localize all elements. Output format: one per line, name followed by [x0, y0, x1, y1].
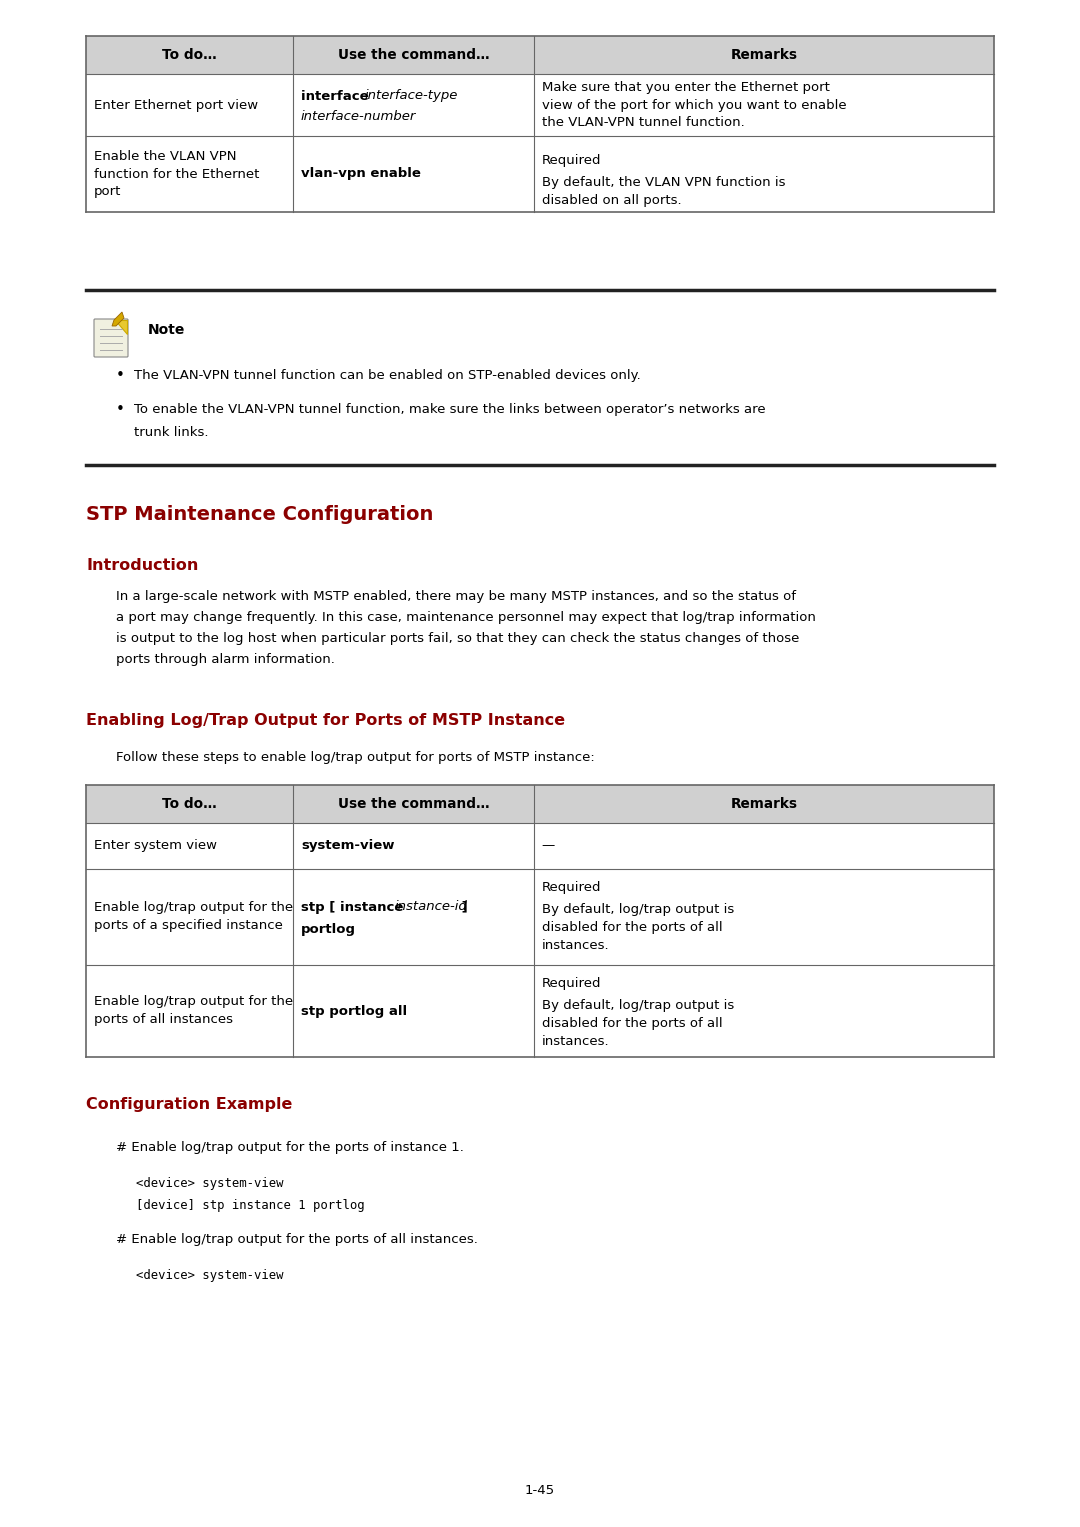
Text: ]: ] — [457, 901, 468, 913]
Text: By default, the VLAN VPN function is
disabled on all ports.: By default, the VLAN VPN function is dis… — [542, 176, 785, 208]
Text: Configuration Example: Configuration Example — [86, 1098, 293, 1113]
Text: —: — — [542, 840, 555, 852]
Text: To enable the VLAN-VPN tunnel function, make sure the links between operator’s n: To enable the VLAN-VPN tunnel function, … — [134, 403, 766, 417]
Text: Enter Ethernet port view: Enter Ethernet port view — [94, 99, 258, 111]
Text: portlog: portlog — [301, 922, 356, 936]
Text: To do…: To do… — [162, 797, 217, 811]
Text: In a large-scale network with MSTP enabled, there may be many MSTP instances, an: In a large-scale network with MSTP enabl… — [116, 589, 796, 603]
Text: interface-type: interface-type — [365, 90, 458, 102]
Text: Make sure that you enter the Ethernet port
view of the port for which you want t: Make sure that you enter the Ethernet po… — [542, 81, 847, 130]
Text: a port may change frequently. In this case, maintenance personnel may expect tha: a port may change frequently. In this ca… — [116, 611, 815, 625]
Text: Introduction: Introduction — [86, 557, 199, 573]
Text: By default, log/trap output is
disabled for the ports of all
instances.: By default, log/trap output is disabled … — [542, 902, 734, 951]
Text: Use the command…: Use the command… — [338, 47, 489, 63]
Text: vlan-vpn enable: vlan-vpn enable — [301, 168, 421, 180]
Text: Note: Note — [148, 324, 186, 337]
Text: To do…: To do… — [162, 47, 217, 63]
FancyBboxPatch shape — [94, 319, 129, 357]
Text: Remarks: Remarks — [730, 797, 797, 811]
Text: <device> system-view: <device> system-view — [136, 1176, 283, 1190]
Text: # Enable log/trap output for the ports of all instances.: # Enable log/trap output for the ports o… — [116, 1234, 477, 1246]
Text: instance-id: instance-id — [395, 901, 468, 913]
Text: # Enable log/trap output for the ports of instance 1.: # Enable log/trap output for the ports o… — [116, 1142, 464, 1154]
Polygon shape — [114, 321, 127, 334]
Polygon shape — [112, 312, 124, 325]
Text: Remarks: Remarks — [730, 47, 797, 63]
Text: Enable log/trap output for the
ports of a specified instance: Enable log/trap output for the ports of … — [94, 901, 293, 933]
Text: [device] stp instance 1 portlog: [device] stp instance 1 portlog — [136, 1199, 365, 1211]
Text: stp portlog all: stp portlog all — [301, 1005, 407, 1017]
Text: •: • — [116, 403, 125, 417]
Text: stp [ instance: stp [ instance — [301, 901, 408, 913]
Text: Enabling Log/Trap Output for Ports of MSTP Instance: Enabling Log/Trap Output for Ports of MS… — [86, 713, 565, 727]
Text: Enter system view: Enter system view — [94, 840, 217, 852]
Text: <device> system-view: <device> system-view — [136, 1269, 283, 1281]
Text: Required: Required — [542, 977, 602, 989]
Text: interface-number: interface-number — [301, 110, 417, 122]
Text: Required: Required — [542, 154, 602, 166]
Text: Enable the VLAN VPN
function for the Ethernet
port: Enable the VLAN VPN function for the Eth… — [94, 150, 259, 199]
Text: trunk links.: trunk links. — [134, 426, 208, 440]
Text: 1-45: 1-45 — [525, 1484, 555, 1496]
Text: Follow these steps to enable log/trap output for ports of MSTP instance:: Follow these steps to enable log/trap ou… — [116, 751, 595, 765]
Text: Use the command…: Use the command… — [338, 797, 489, 811]
Text: is output to the log host when particular ports fail, so that they can check the: is output to the log host when particula… — [116, 632, 799, 644]
Text: system-view: system-view — [301, 840, 394, 852]
Text: Enable log/trap output for the
ports of all instances: Enable log/trap output for the ports of … — [94, 996, 293, 1026]
Text: By default, log/trap output is
disabled for the ports of all
instances.: By default, log/trap output is disabled … — [542, 999, 734, 1048]
Text: •: • — [116, 368, 125, 382]
Text: interface: interface — [301, 90, 374, 102]
Bar — [86, 785, 994, 823]
Text: ports through alarm information.: ports through alarm information. — [116, 654, 335, 666]
Bar — [86, 37, 994, 73]
Text: The VLAN-VPN tunnel function can be enabled on STP-enabled devices only.: The VLAN-VPN tunnel function can be enab… — [134, 368, 640, 382]
Text: Required: Required — [542, 881, 602, 893]
Text: STP Maintenance Configuration: STP Maintenance Configuration — [86, 505, 433, 524]
